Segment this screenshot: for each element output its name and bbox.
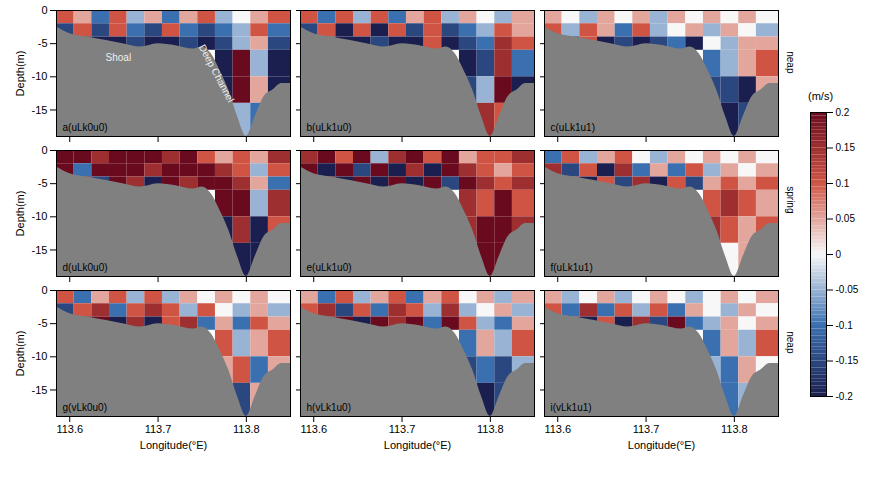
svg-text:113.8: 113.8 <box>721 423 748 435</box>
svg-text:-10: -10 <box>32 210 48 222</box>
svg-text:Depth(m): Depth(m) <box>14 331 26 377</box>
svg-text:b(uLk1u0): b(uLk1u0) <box>307 122 352 133</box>
svg-text:-15: -15 <box>32 383 48 395</box>
svg-text:Depth(m): Depth(m) <box>14 191 26 237</box>
svg-text:spring: spring <box>785 186 796 213</box>
svg-text:0.1: 0.1 <box>836 178 850 189</box>
svg-text:d(uLk0u0): d(uLk0u0) <box>63 262 108 273</box>
svg-text:0: 0 <box>41 4 47 16</box>
svg-text:Longitude(°E): Longitude(°E) <box>384 439 451 451</box>
svg-text:113.7: 113.7 <box>389 423 416 435</box>
svg-text:h(vLk1u0): h(vLk1u0) <box>307 402 351 413</box>
svg-text:113.6: 113.6 <box>544 423 571 435</box>
svg-text:0.2: 0.2 <box>836 107 850 118</box>
svg-text:113.6: 113.6 <box>56 423 83 435</box>
svg-text:-0.15: -0.15 <box>836 355 859 366</box>
svg-text:-0.1: -0.1 <box>836 320 854 331</box>
svg-text:c(uLk1u1): c(uLk1u1) <box>551 122 595 133</box>
svg-text:Longitude(°E): Longitude(°E) <box>140 439 207 451</box>
svg-text:i(vLk1u1): i(vLk1u1) <box>551 402 592 413</box>
svg-text:-15: -15 <box>32 243 48 255</box>
svg-text:113.8: 113.8 <box>233 423 260 435</box>
svg-text:neap: neap <box>785 51 796 74</box>
svg-text:0: 0 <box>41 144 47 156</box>
svg-text:0.15: 0.15 <box>836 142 856 153</box>
svg-text:Depth(m): Depth(m) <box>14 51 26 97</box>
svg-text:-5: -5 <box>38 317 48 329</box>
svg-text:e(uLk1u0): e(uLk1u0) <box>307 262 352 273</box>
svg-text:Deep Channel: Deep Channel <box>197 43 237 105</box>
svg-text:f(uLk1u1): f(uLk1u1) <box>551 262 593 273</box>
svg-text:113.7: 113.7 <box>145 423 172 435</box>
svg-text:-10: -10 <box>32 350 48 362</box>
svg-text:neap: neap <box>785 331 796 354</box>
svg-text:Longitude(°E): Longitude(°E) <box>628 439 695 451</box>
svg-text:-0.2: -0.2 <box>836 391 854 402</box>
html-text:(m/s): (m/s) <box>808 90 833 102</box>
svg-text:0.05: 0.05 <box>836 213 856 224</box>
svg-text:g(vLk0u0): g(vLk0u0) <box>63 402 107 413</box>
svg-text:-5: -5 <box>38 37 48 49</box>
svg-text:-0.05: -0.05 <box>836 284 859 295</box>
svg-text:0: 0 <box>836 249 842 260</box>
svg-text:-10: -10 <box>32 70 48 82</box>
svg-text:0: 0 <box>41 284 47 296</box>
svg-text:113.6: 113.6 <box>300 423 327 435</box>
svg-text:113.8: 113.8 <box>477 423 504 435</box>
svg-text:a(uLk0u0): a(uLk0u0) <box>63 122 108 133</box>
svg-text:-15: -15 <box>32 103 48 115</box>
svg-text:Shoal: Shoal <box>106 52 132 63</box>
svg-text:113.7: 113.7 <box>633 423 660 435</box>
svg-text:-5: -5 <box>38 177 48 189</box>
